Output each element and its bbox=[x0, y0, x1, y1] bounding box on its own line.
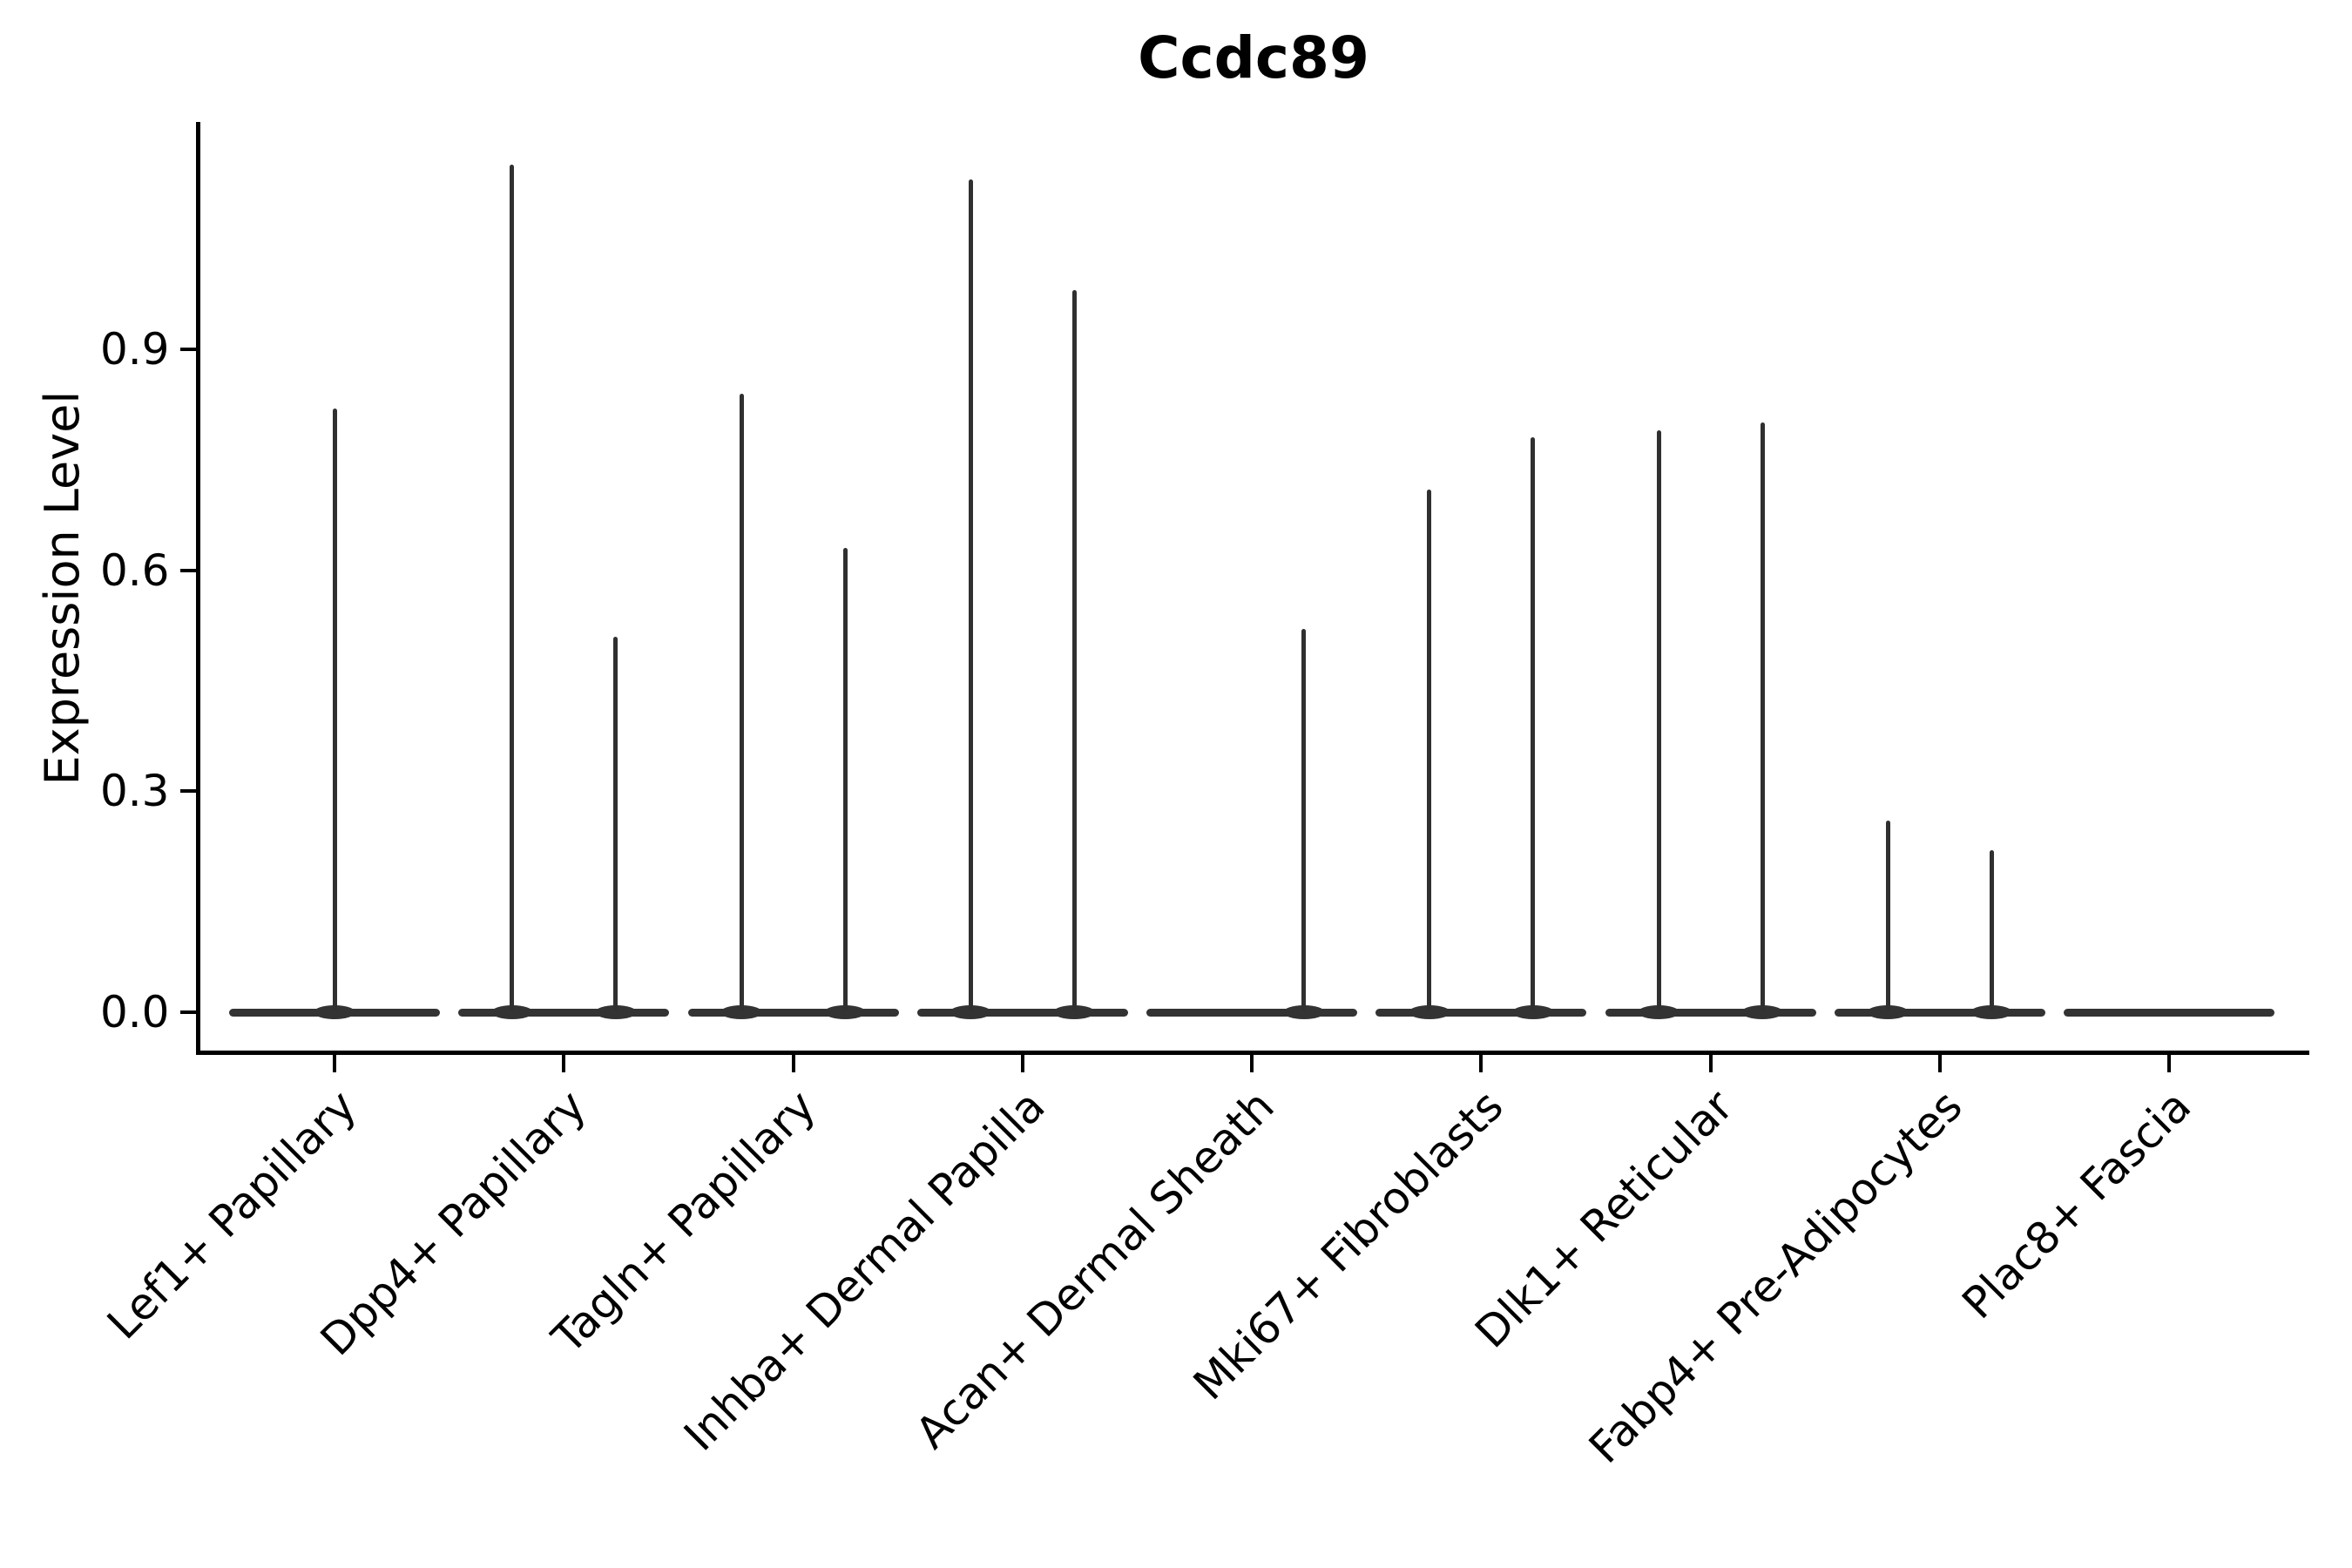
x-tick bbox=[1937, 1054, 1942, 1072]
violin-bump bbox=[1638, 1005, 1680, 1019]
violin-spike bbox=[1427, 489, 1432, 1010]
violin-spike bbox=[739, 393, 744, 1010]
x-tick bbox=[562, 1054, 566, 1072]
violin-spike bbox=[510, 165, 515, 1010]
x-tick-label: Dlk1+ Reticular bbox=[1464, 1080, 1743, 1358]
violin-base bbox=[1146, 1008, 1357, 1017]
violin-spike bbox=[1656, 429, 1661, 1010]
violin-bump bbox=[1741, 1005, 1783, 1019]
x-tick bbox=[1020, 1054, 1024, 1072]
x-tick bbox=[1250, 1054, 1254, 1072]
violin-bump bbox=[594, 1005, 637, 1019]
violin-base bbox=[1375, 1008, 1587, 1017]
violin-spike bbox=[613, 636, 618, 1010]
x-tick bbox=[333, 1054, 336, 1072]
violin-spike bbox=[1071, 290, 1077, 1010]
x-tick-label: Plac8+ Fascia bbox=[1952, 1080, 2201, 1329]
x-tick-label: Lef1+ Papillary bbox=[98, 1080, 367, 1349]
x-tick bbox=[791, 1054, 795, 1072]
violin-base bbox=[2064, 1008, 2274, 1017]
x-axis-line bbox=[195, 1050, 2309, 1055]
violin-spike bbox=[842, 548, 848, 1010]
violin-base bbox=[916, 1008, 1128, 1017]
y-axis-line bbox=[195, 122, 200, 1055]
x-tick bbox=[1479, 1054, 1484, 1072]
violin-bump bbox=[1053, 1005, 1096, 1019]
y-tick bbox=[179, 1010, 196, 1014]
violin-bump bbox=[1867, 1005, 1909, 1019]
violin-bump bbox=[720, 1005, 762, 1019]
y-tick-label: 0.3 bbox=[99, 766, 170, 817]
x-tick bbox=[2167, 1054, 2171, 1072]
violin-spike bbox=[1989, 849, 1994, 1010]
violin-bump bbox=[314, 1005, 355, 1019]
violin-bump bbox=[1970, 1005, 2013, 1019]
violin-base bbox=[1834, 1008, 2045, 1017]
violin-bump bbox=[1511, 1005, 1554, 1019]
violin-spike bbox=[332, 408, 337, 1010]
plot-title: Ccdc89 bbox=[1138, 24, 1369, 91]
y-tick bbox=[179, 347, 196, 351]
violin-bump bbox=[1408, 1005, 1450, 1019]
violin-spike bbox=[1531, 437, 1536, 1010]
violin-spike bbox=[1885, 821, 1890, 1010]
violin-bump bbox=[950, 1005, 992, 1019]
violin-spike bbox=[968, 179, 973, 1010]
violin-spike bbox=[1760, 422, 1765, 1010]
y-tick-label: 0.9 bbox=[99, 323, 170, 375]
violin-bump bbox=[490, 1005, 533, 1019]
x-tick bbox=[1708, 1054, 1713, 1072]
y-tick-label: 0.6 bbox=[99, 544, 170, 596]
y-tick-label: 0.0 bbox=[99, 987, 170, 1037]
violin-spike bbox=[1301, 629, 1306, 1010]
violin-bump bbox=[824, 1005, 866, 1019]
violin-bump bbox=[1282, 1005, 1325, 1019]
violin-base bbox=[1605, 1008, 1816, 1017]
x-tick-label: Fabp4+ Pre-Adipocytes bbox=[1578, 1080, 1972, 1473]
y-tick bbox=[179, 568, 196, 572]
violin-base bbox=[458, 1008, 670, 1017]
violin-base bbox=[687, 1008, 899, 1017]
y-tick bbox=[179, 789, 196, 794]
